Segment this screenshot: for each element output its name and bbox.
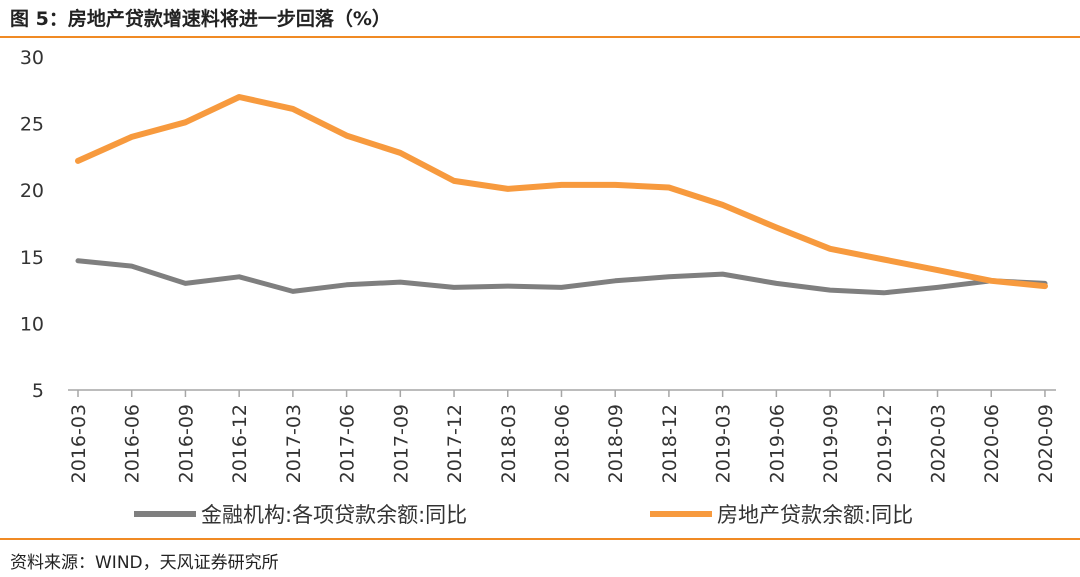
y-tick-label: 25 bbox=[20, 114, 44, 136]
x-tick-label: 2017-12 bbox=[444, 404, 466, 483]
x-tick-label: 2017-09 bbox=[390, 404, 412, 483]
x-tick-label: 2018-12 bbox=[659, 404, 681, 483]
x-tick-label: 2017-06 bbox=[337, 404, 359, 483]
top-rule bbox=[0, 36, 1080, 38]
x-tick-label: 2019-06 bbox=[766, 404, 788, 483]
chart-title: 图 5：房地产贷款增速料将进一步回落（%） bbox=[10, 8, 391, 30]
legend-label-2: 房地产贷款余额:同比 bbox=[717, 503, 913, 527]
series-lines bbox=[75, 94, 1048, 296]
x-tick-label: 2016-09 bbox=[175, 404, 197, 483]
x-tick-label: 2020-06 bbox=[981, 404, 1003, 483]
series-line-1 bbox=[75, 258, 1048, 296]
y-tick-label: 20 bbox=[20, 180, 44, 202]
series-line-2 bbox=[75, 94, 1048, 290]
x-axis: 2016-03 2016-06 2016-09 2016-12 2017-03 2017-… bbox=[68, 389, 1057, 483]
y-tick-label: 30 bbox=[20, 47, 44, 69]
x-tick-label: 2019-03 bbox=[713, 404, 735, 483]
x-tick-label: 2018-03 bbox=[498, 404, 520, 483]
legend-label-1: 金融机构:各项贷款余额:同比 bbox=[201, 503, 467, 527]
x-tick-label: 2016-12 bbox=[229, 404, 251, 483]
y-axis: 30 25 20 15 10 5 bbox=[20, 47, 44, 402]
bottom-rule bbox=[0, 538, 1080, 540]
x-tick-label: 2016-06 bbox=[122, 404, 144, 483]
y-tick-label: 15 bbox=[20, 247, 44, 269]
x-tick-label: 2017-03 bbox=[283, 404, 305, 483]
x-tick-label: 2019-12 bbox=[874, 404, 896, 483]
x-tick-label: 2018-06 bbox=[551, 404, 573, 483]
source-note: 资料来源：WIND，天风证券研究所 bbox=[10, 553, 279, 573]
x-tick-label: 2020-09 bbox=[1035, 404, 1057, 483]
x-tick-label: 2020-03 bbox=[928, 404, 950, 483]
y-tick-label: 10 bbox=[20, 313, 44, 335]
legend: 金融机构:各项贷款余额:同比 房地产贷款余额:同比 bbox=[134, 503, 913, 527]
x-tick-label: 2016-03 bbox=[68, 404, 90, 483]
line-chart: 30 25 20 15 10 5 2016-03 2016-06 2016-09 2016-12… bbox=[20, 47, 1057, 527]
x-tick-label: 2019-09 bbox=[820, 404, 842, 483]
y-tick-label: 5 bbox=[32, 380, 44, 402]
x-tick-label: 2018-09 bbox=[605, 404, 627, 483]
